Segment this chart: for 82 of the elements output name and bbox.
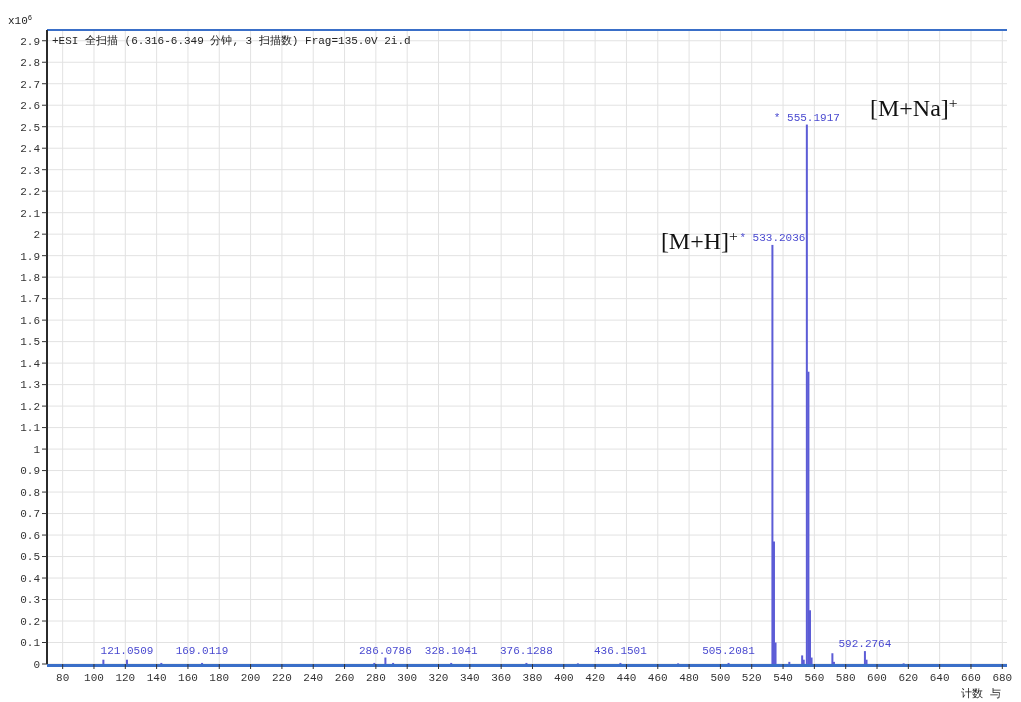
x-tick-label: 660 — [961, 672, 981, 684]
x-tick-label: 340 — [459, 672, 480, 684]
x-tick-label: 300 — [397, 672, 418, 684]
y-tick-label: 1 — [33, 443, 41, 456]
annotation: 286.0786 — [358, 644, 412, 657]
x-tick-label: 140 — [146, 672, 167, 684]
chart-title: +ESI 全扫描 (6.316-6.349 分钟, 3 扫描数) Frag=135.0V 2i.d — [52, 35, 411, 47]
x-tick-label: 540 — [773, 672, 793, 684]
y-tick-label: 1.8 — [20, 272, 40, 284]
y-tick-label: 1.5 — [20, 336, 40, 349]
annotation: 436.1501 — [594, 645, 648, 657]
y-tick-label: 2.6 — [20, 100, 40, 113]
x-tick-label: 640 — [929, 672, 950, 684]
y-tick-label: 1.2 — [20, 400, 40, 413]
y-tick-label: 0.4 — [20, 572, 41, 585]
x-tick-label: 500 — [710, 672, 731, 684]
y-tick-label: 2.8 — [20, 57, 40, 70]
y-tick-label: 1.4 — [20, 357, 41, 370]
y-tick-label: 1.3 — [20, 379, 40, 392]
y-tick-label: 0.1 — [20, 637, 41, 650]
x-tick-label: 200 — [240, 672, 261, 684]
x-tick-label: 80 — [56, 672, 70, 684]
x-tick-label: 680 — [992, 672, 1013, 684]
x-tick-label: 320 — [428, 672, 449, 684]
y-tick-label: 2 — [33, 229, 40, 242]
y-tick-label: 2.7 — [20, 78, 40, 91]
y-tick-label: 2.2 — [20, 186, 40, 199]
y-tick-label: 0.7 — [20, 508, 40, 521]
x-tick-label: 460 — [647, 672, 668, 684]
x-tick-label: 260 — [334, 672, 355, 684]
y-tick-label: 0.6 — [20, 529, 40, 542]
x-tick-label: 560 — [804, 672, 825, 684]
y-axis-title: x10$^{6}$ — [8, 14, 33, 27]
bar — [771, 244, 774, 664]
y-tick-label: 0.2 — [20, 615, 40, 628]
x-tick-label: 400 — [553, 672, 574, 684]
y-tick-label: 1.1 — [20, 422, 41, 435]
x-tick-label: 180 — [209, 672, 230, 684]
annotation: 169.0119 — [175, 645, 229, 657]
x-tick-label: 420 — [585, 672, 606, 684]
x-tick-label: 120 — [115, 672, 136, 684]
x-tick-label: 520 — [741, 672, 762, 684]
bar — [788, 661, 791, 664]
annotation: * 555.1917 — [773, 111, 840, 124]
x-tick-label: 480 — [679, 672, 699, 684]
x-tick-label: 440 — [616, 672, 637, 684]
bar — [863, 651, 866, 664]
y-tick-label: 2.3 — [20, 164, 40, 177]
x-tick-label: 580 — [835, 672, 856, 684]
annotation: 328.1041 — [424, 645, 479, 657]
x-tick-label: 220 — [272, 672, 292, 684]
y-tick-label: 0.5 — [20, 551, 40, 564]
annotation: 376.1288 — [500, 645, 553, 657]
x-tick-label: 280 — [365, 672, 386, 684]
y-tick-label: 0.3 — [20, 594, 40, 607]
y-tick-label: 2.4 — [20, 143, 41, 156]
bar — [801, 655, 804, 664]
y-tick-label: 2.9 — [20, 35, 40, 48]
y-tick-label: 1.7 — [20, 293, 40, 306]
annotation: 121.0509 — [100, 645, 154, 657]
x-tick-label: 160 — [178, 672, 198, 684]
annotation: [M+Na]$^{+}$ — [869, 93, 958, 121]
annotation: * 533.2036 — [739, 231, 806, 244]
x-axis-title: 计数 与 — [961, 687, 1001, 700]
annotation: 592.2764 — [838, 638, 892, 651]
y-tick-label: 0 — [33, 658, 40, 671]
x-tick-label: 600 — [867, 672, 887, 684]
y-tick-label: 1.9 — [20, 250, 40, 263]
annotation: [M+H]$^{+}$ — [660, 226, 739, 255]
x-tick-label: 620 — [898, 672, 919, 684]
x-tick-label: 380 — [522, 672, 543, 684]
y-tick-label: 0.8 — [20, 486, 40, 499]
y-tick-label: 1.6 — [20, 314, 40, 327]
x-tick-label: 240 — [303, 672, 324, 684]
annotation: 505.2081 — [702, 645, 756, 657]
x-tick-label: 360 — [491, 672, 512, 684]
y-tick-label: 2.5 — [20, 121, 40, 134]
x-tick-label: 100 — [84, 672, 104, 684]
y-tick-label: 0.9 — [20, 465, 40, 478]
bar — [831, 653, 834, 664]
bar — [384, 657, 387, 664]
y-tick-label: 2.1 — [20, 207, 41, 220]
